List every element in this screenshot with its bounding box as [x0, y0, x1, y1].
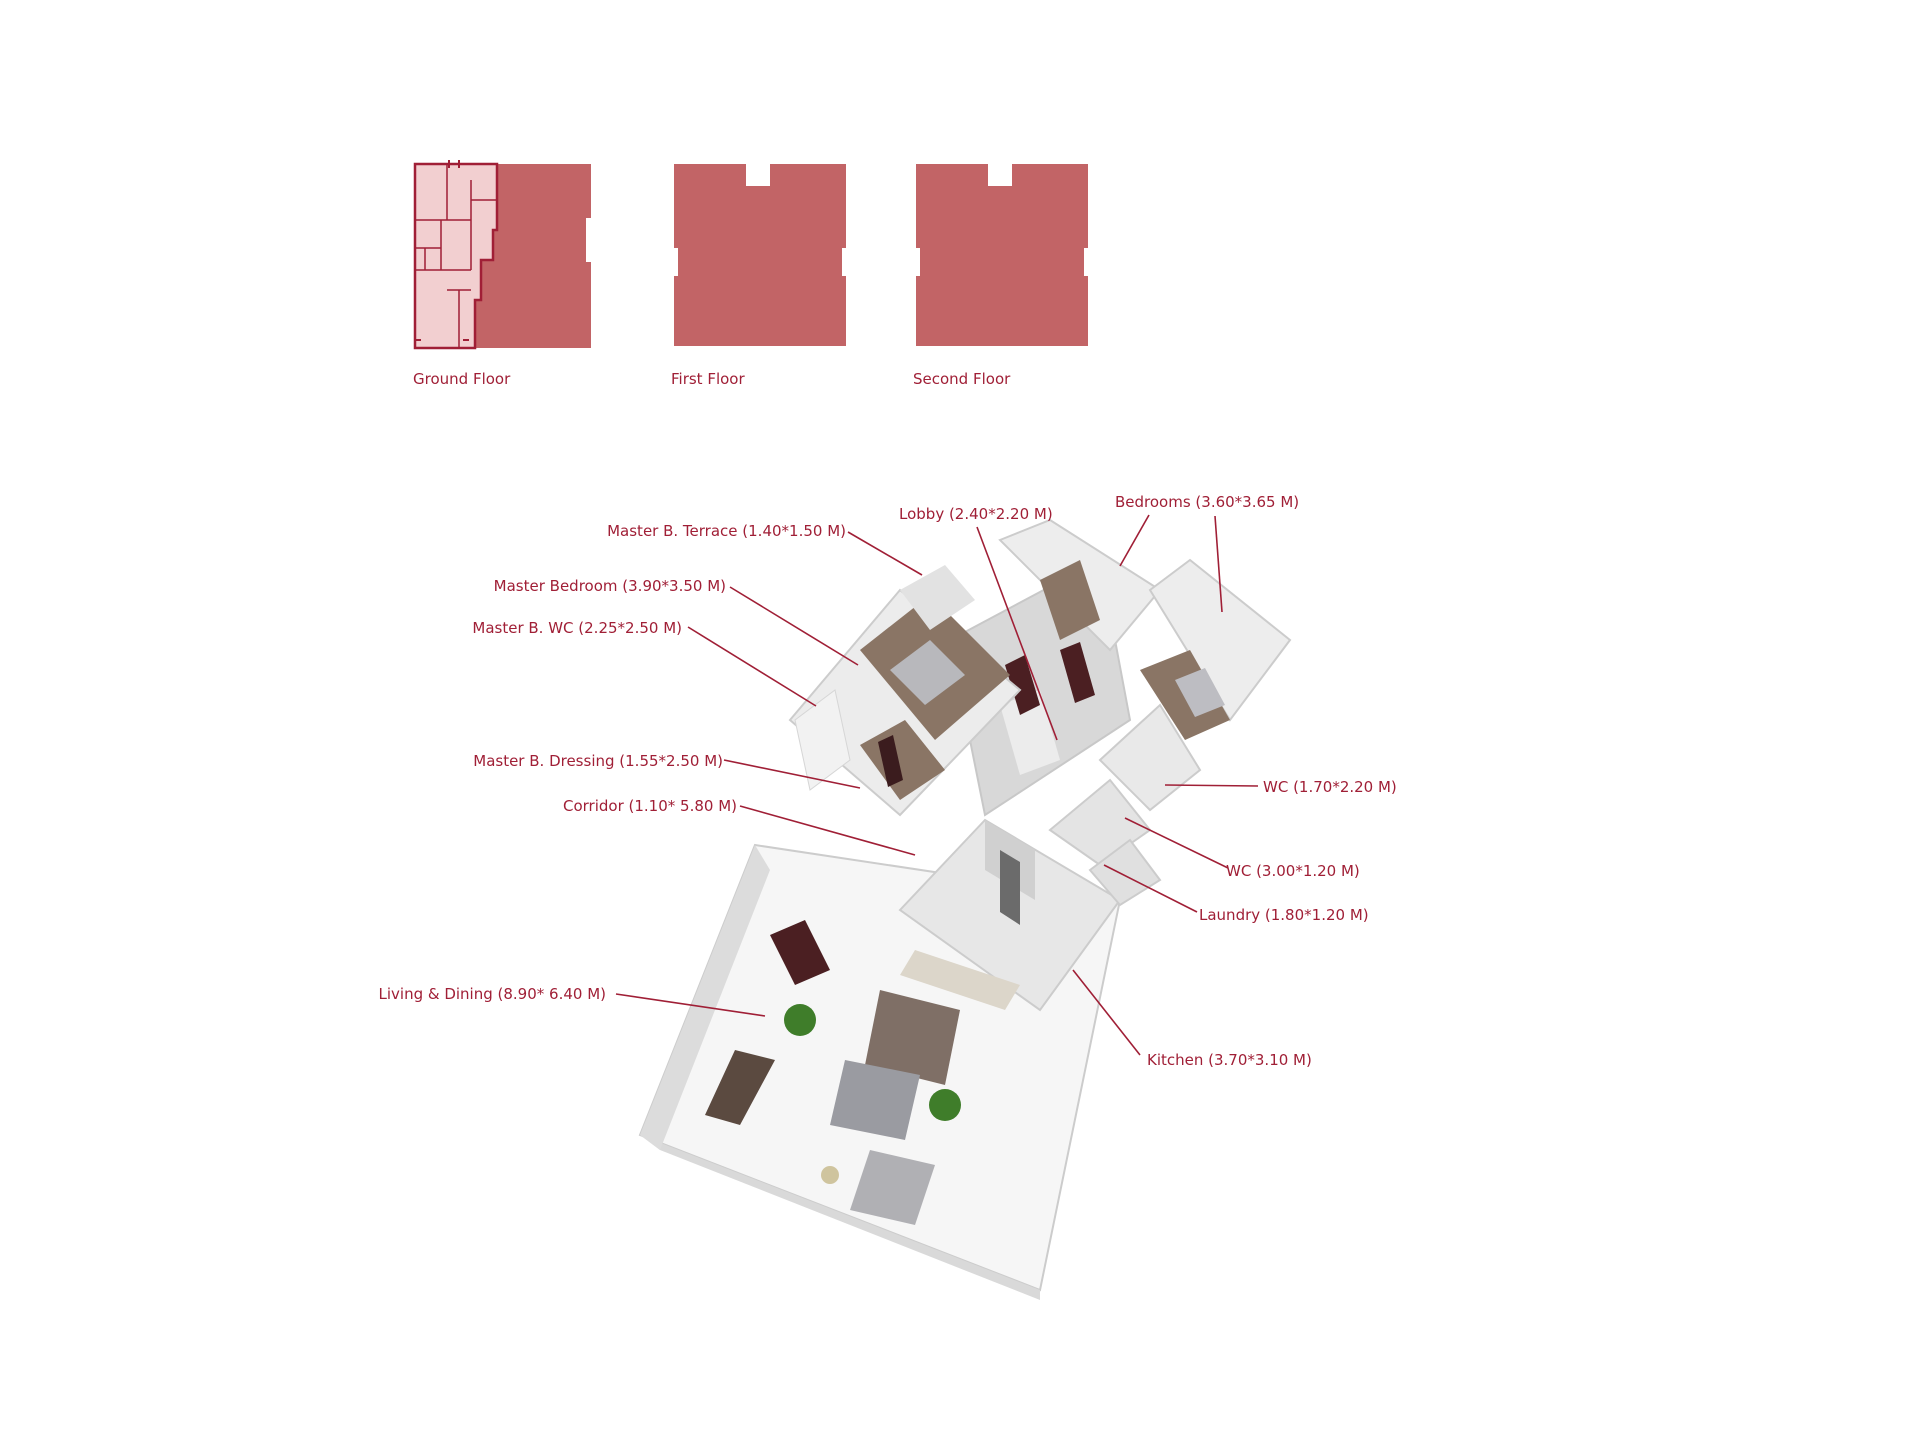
leader-master-bedroom — [729, 586, 859, 666]
room-label-bedrooms: Bedrooms (3.60*3.65 M) — [1115, 493, 1300, 511]
room-label-living-dining: Living & Dining (8.90* 6.40 M) — [378, 985, 607, 1003]
room-label-wc-2: WC (3.00*1.20 M) — [1226, 862, 1360, 880]
leader-lines — [615, 514, 1259, 1056]
leader-master-terrace — [847, 531, 923, 576]
leader-wc-1 — [1164, 784, 1259, 787]
floor-label-ground: Ground Floor — [413, 370, 511, 388]
master-suite — [788, 565, 1022, 817]
leader-living-dining — [615, 993, 766, 1017]
room-label-laundry: Laundry (1.80*1.20 M) — [1199, 906, 1369, 924]
floor-key-second — [912, 160, 1092, 350]
room-label-wc-1: WC (1.70*2.20 M) — [1263, 778, 1397, 796]
room-label-lobby: Lobby (2.40*2.20 M) — [899, 505, 1053, 523]
wc-laundry-area — [1048, 703, 1202, 907]
leader-wc-2 — [1124, 817, 1229, 869]
kitchen-area — [898, 818, 1122, 1012]
ground-floor-icon — [413, 160, 591, 350]
leader-corridor — [739, 805, 916, 856]
second-floor-icon — [916, 164, 1088, 346]
first-floor-icon — [674, 164, 846, 346]
room-label-master-terrace: Master B. Terrace (1.40*1.50 M) — [607, 522, 846, 540]
floor-key-first — [670, 160, 850, 350]
bedrooms-area — [998, 518, 1292, 740]
room-label-master-wc: Master B. WC (2.25*2.50 M) — [472, 619, 682, 637]
room-label-master-dressing: Master B. Dressing (1.55*2.50 M) — [473, 752, 723, 770]
leader-lobby — [976, 526, 1058, 741]
floor-key-ground — [411, 160, 591, 350]
room-label-kitchen: Kitchen (3.70*3.10 M) — [1147, 1051, 1312, 1069]
leader-master-wc — [687, 626, 817, 707]
leader-laundry — [1103, 864, 1198, 913]
room-label-master-bedroom: Master Bedroom (3.90*3.50 M) — [493, 577, 726, 595]
floor-label-second: Second Floor — [913, 370, 1011, 388]
floor-label-first: First Floor — [671, 370, 745, 388]
room-label-corridor: Corridor (1.10* 5.80 M) — [562, 797, 737, 815]
leader-master-dressing — [723, 759, 861, 789]
leader-kitchen — [1072, 969, 1141, 1056]
leader-bedrooms-a — [1119, 514, 1150, 567]
leader-bedrooms-b — [1214, 515, 1223, 613]
